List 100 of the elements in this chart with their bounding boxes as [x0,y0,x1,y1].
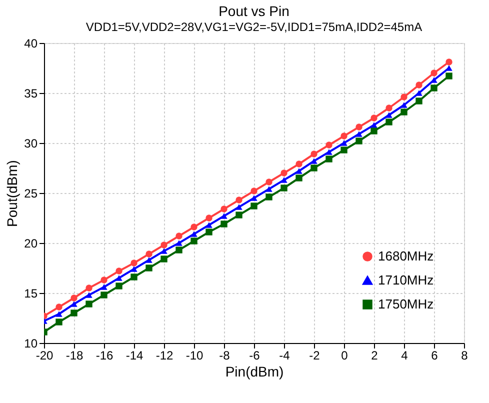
x-tick-label: -6 [249,348,260,362]
point [116,282,122,290]
y-tick-label: 20 [24,236,38,250]
point [220,206,228,212]
legend-label: 1750MHz [378,296,434,312]
legend-label: 1680MHz [378,248,434,264]
x-tick-label: -16 [96,348,114,362]
point [100,292,108,298]
point [416,90,422,96]
point [220,213,228,219]
point [146,257,152,263]
point [160,242,168,248]
point [146,250,152,258]
x-tick-label: -4 [279,348,290,362]
point [400,94,408,100]
y-tick-label: 35 [24,86,38,100]
point [446,65,452,71]
x-tick-label: 6 [431,348,438,362]
point [280,184,288,192]
point [116,275,122,281]
point [146,264,152,272]
point [130,266,138,272]
point [446,58,452,66]
legend-label: 1710MHz [378,272,434,288]
point [206,228,212,236]
point [266,186,272,192]
chart-title: Pout vs Pin [218,3,290,19]
point [296,168,302,174]
point [56,311,62,317]
point [86,292,92,298]
x-tick-label: -12 [156,348,174,362]
point [176,240,182,246]
point [326,156,332,162]
x-tick-label: -10 [186,348,204,362]
point [310,158,318,164]
point [296,160,302,168]
point [430,84,438,92]
x-axis-title: Pin(dBm) [225,364,284,380]
point [340,146,348,154]
point [176,246,182,254]
chart-subtitle: VDD1=5V,VDD2=28V,VG1=VG2=-5V,IDD1=75mA,IDD2=45mA [86,20,422,34]
point [130,260,138,266]
point [370,128,378,134]
point [400,108,408,116]
point [386,118,392,126]
point [116,268,122,274]
point [250,195,258,201]
point [86,300,92,308]
point [280,177,288,183]
point [356,131,362,137]
point [70,294,78,302]
point [446,72,452,80]
point [430,77,438,83]
point [266,178,272,186]
point [430,70,438,76]
point [296,174,302,182]
x-tick-label: -14 [126,348,144,362]
point [340,132,348,140]
point [266,194,272,200]
point [206,214,212,222]
point [236,204,242,210]
point [236,212,242,218]
point [356,138,362,144]
y-tick-label: 15 [24,286,38,300]
point [250,202,258,210]
point [356,124,362,130]
point [56,318,62,326]
point [370,114,378,122]
point [160,248,168,254]
point [190,231,198,237]
point [206,222,212,228]
x-tick-label: 4 [401,348,408,362]
point [340,140,348,146]
point [310,164,318,172]
point [280,170,288,176]
point [86,284,92,292]
point [400,102,408,108]
x-tick-label: -20 [36,348,54,362]
point [100,284,108,290]
x-tick-label: -18 [66,348,84,362]
point [386,112,392,118]
point [326,142,332,148]
point [220,220,228,228]
point [310,150,318,158]
x-tick-label: 0 [341,348,348,362]
x-tick-label: -8 [219,348,230,362]
point [236,196,242,204]
y-tick-label: 40 [24,36,38,50]
point [190,224,198,230]
y-axis-title: Pout(dBm) [4,160,20,227]
point [176,232,182,240]
point [386,104,392,112]
point [70,310,78,316]
x-tick-label: 2 [371,348,378,362]
y-tick-label: 10 [24,336,38,350]
point [100,276,108,284]
y-tick-label: 25 [24,186,38,200]
point [190,238,198,244]
point [130,274,138,280]
point [56,304,62,310]
